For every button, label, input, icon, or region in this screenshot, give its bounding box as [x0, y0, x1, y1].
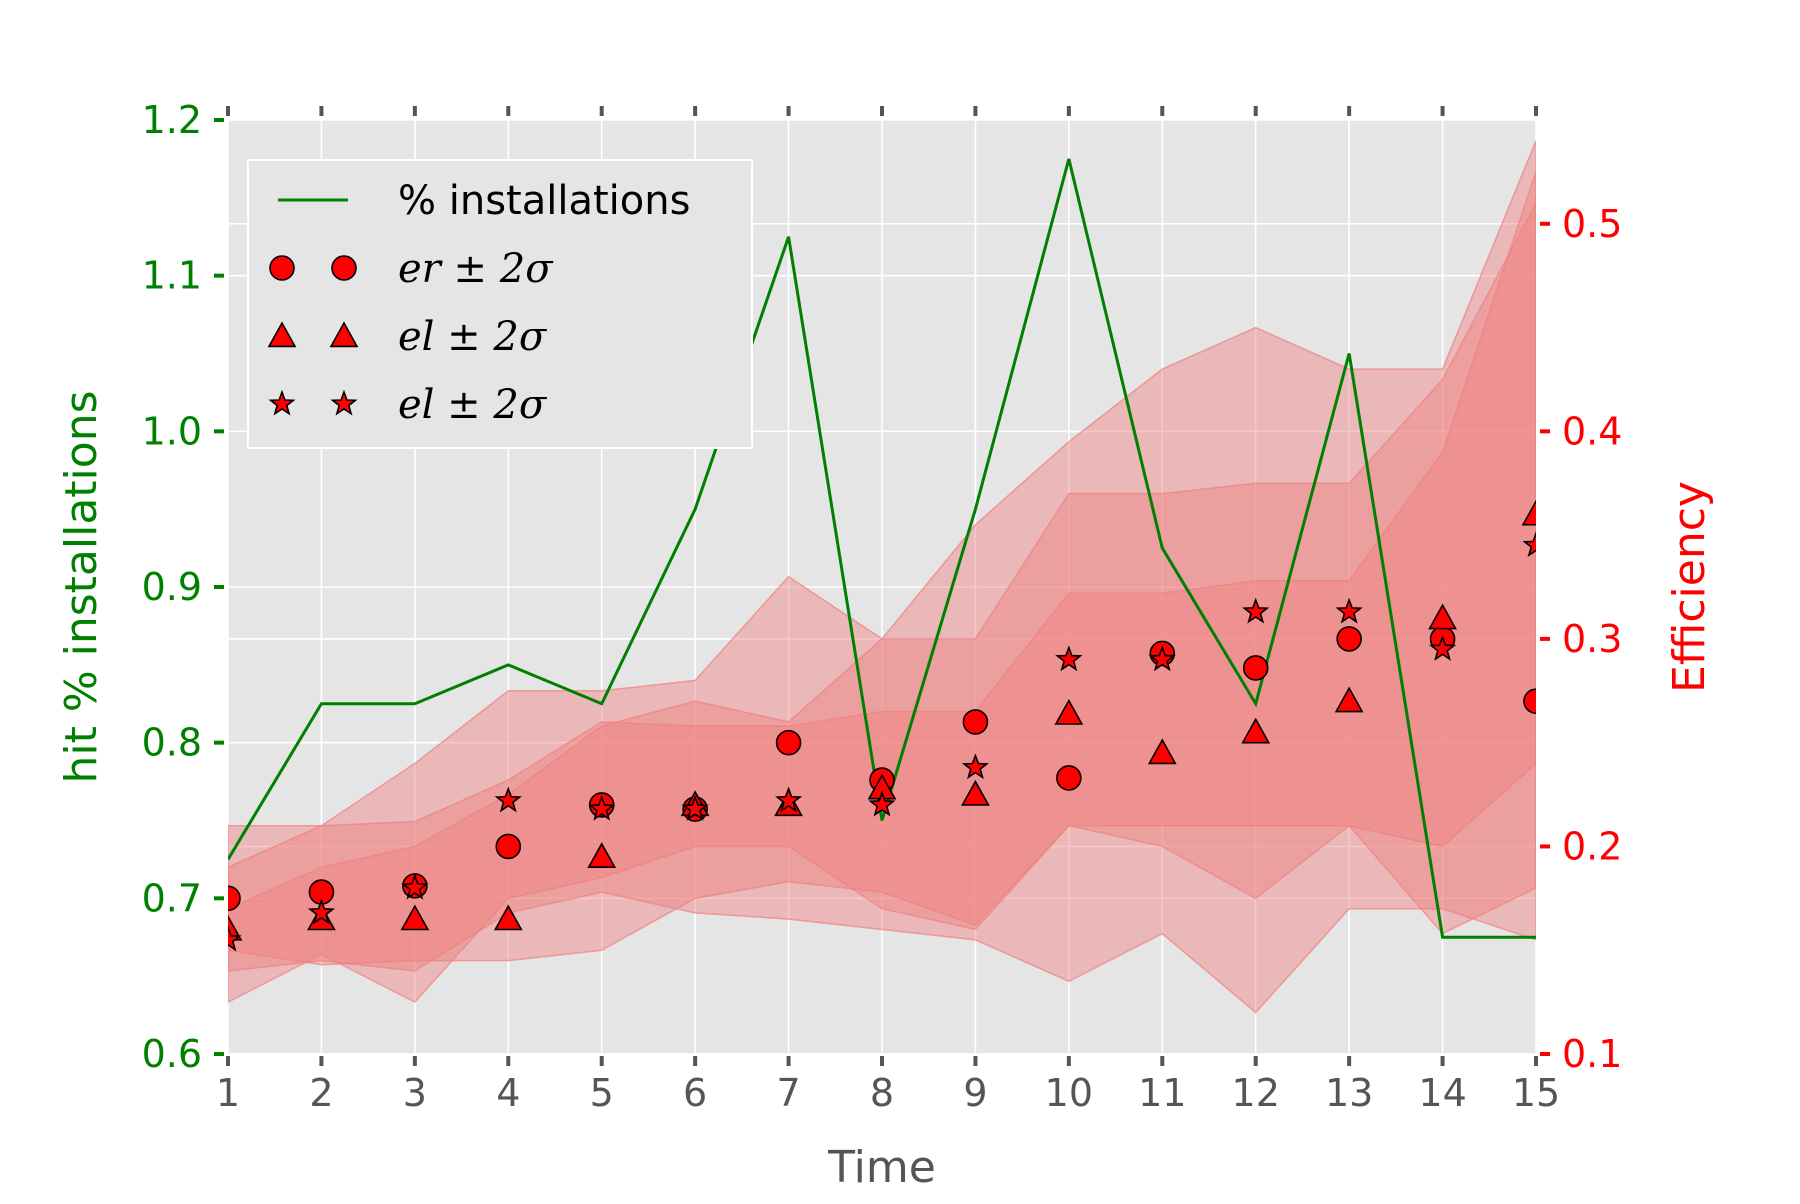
confidence-band-circle: [228, 171, 1536, 1014]
legend-swatch-marker: [330, 389, 358, 416]
tick-label-x: 6: [683, 1071, 707, 1115]
tick-label-x: 14: [1418, 1071, 1466, 1115]
tick-label-x: 1: [216, 1071, 240, 1115]
data-point-star: [1522, 531, 1536, 558]
data-point-circle: [1056, 765, 1082, 791]
data-point-star: [1429, 635, 1457, 661]
legend-label: er ± 2σ: [398, 246, 554, 292]
data-point-triangle: [1521, 499, 1536, 526]
data-point-star: [868, 790, 896, 817]
axis-ticks: 0.60.70.80.91.01.11.20.10.20.30.40.51 2 3 4…: [142, 98, 1623, 1115]
series-star: [228, 531, 1536, 952]
data-point-star: [401, 873, 429, 900]
tick-label-x: 8: [870, 1071, 894, 1115]
tick-label-x: 2: [309, 1071, 333, 1115]
data-point-star: [307, 898, 335, 925]
data-point-triangle: [1428, 603, 1457, 630]
tick-label-left: 1.0: [142, 409, 202, 453]
legend-swatch-marker: [268, 389, 296, 416]
data-point-star: [1148, 645, 1176, 672]
tick-label-x: 12: [1232, 1071, 1280, 1115]
data-point-circle: [775, 729, 802, 756]
data-point-triangle: [493, 904, 523, 931]
data-point-star: [1055, 645, 1083, 672]
tick-label-x: 7: [776, 1071, 800, 1115]
legend-swatch-marker: [267, 321, 297, 348]
tick-label-x: 4: [496, 1071, 520, 1115]
data-point-star: [961, 753, 989, 780]
plot-area: [228, 140, 1536, 1014]
data-point-circle: [495, 833, 522, 860]
tick-label-x: 15: [1512, 1071, 1560, 1115]
data-point-triangle: [1334, 686, 1364, 713]
tick-label-left: 0.8: [142, 721, 202, 765]
tick-label-x: 13: [1325, 1071, 1373, 1115]
data-point-star: [494, 786, 522, 813]
data-point-star: [1242, 597, 1270, 624]
data-point-star: [775, 786, 803, 813]
data-point-circle: [1336, 626, 1362, 652]
tick-label-left: 0.9: [142, 565, 202, 609]
tick-label-x: 5: [590, 1071, 614, 1115]
data-point-triangle: [228, 914, 243, 941]
data-point-circle: [1242, 655, 1269, 681]
tick-label-x: 9: [963, 1071, 987, 1115]
data-point-star: [588, 794, 616, 821]
tick-label-right: 0.1: [1562, 1032, 1622, 1076]
tick-label-left: 0.6: [142, 1032, 202, 1076]
tick-label-left: 1.2: [142, 98, 202, 142]
tick-label-right: 0.3: [1562, 617, 1622, 661]
tick-label-x: 11: [1138, 1071, 1186, 1115]
data-point-circle: [1523, 688, 1536, 714]
data-point-triangle: [400, 904, 430, 931]
legend-swatch-marker: [269, 255, 295, 281]
confidence-band-star: [228, 140, 1536, 1004]
x-axis-label: Time: [827, 1142, 936, 1193]
data-point-triangle: [1054, 698, 1084, 725]
data-point-star: [681, 794, 709, 821]
y-axis-label-left: hit % installations: [56, 390, 107, 783]
data-point-triangle: [1147, 738, 1177, 765]
data-point-triangle: [587, 842, 617, 869]
data-point-star: [228, 925, 242, 952]
data-point-circle: [228, 885, 241, 912]
legend-label: el ± 2σ: [398, 314, 548, 360]
legend-swatch-marker: [329, 321, 359, 348]
tick-label-right: 0.4: [1562, 409, 1622, 453]
tick-label-x: 3: [403, 1071, 427, 1115]
tick-label-left: 1.1: [142, 254, 202, 298]
tick-label-left: 0.7: [142, 876, 202, 920]
tick-label-right: 0.5: [1562, 202, 1622, 246]
legend-label: % installations: [398, 178, 690, 224]
series-line-installations: [228, 158, 1536, 939]
data-point-star: [1335, 597, 1363, 624]
confidence-band-triangle: [228, 202, 1536, 966]
data-point-circle: [962, 709, 989, 735]
legend-label: el ± 2σ: [398, 382, 548, 428]
tick-label-right: 0.2: [1562, 824, 1622, 868]
legend-swatch-marker: [331, 255, 357, 281]
y-axis-label-right: Efficiency: [1664, 481, 1715, 693]
data-point-triangle: [961, 779, 990, 806]
legend: % installations er ± 2σ el ± 2σ el ± 2σ: [247, 159, 753, 449]
data-point-triangle: [1241, 717, 1271, 744]
tick-label-x: 10: [1045, 1071, 1093, 1115]
